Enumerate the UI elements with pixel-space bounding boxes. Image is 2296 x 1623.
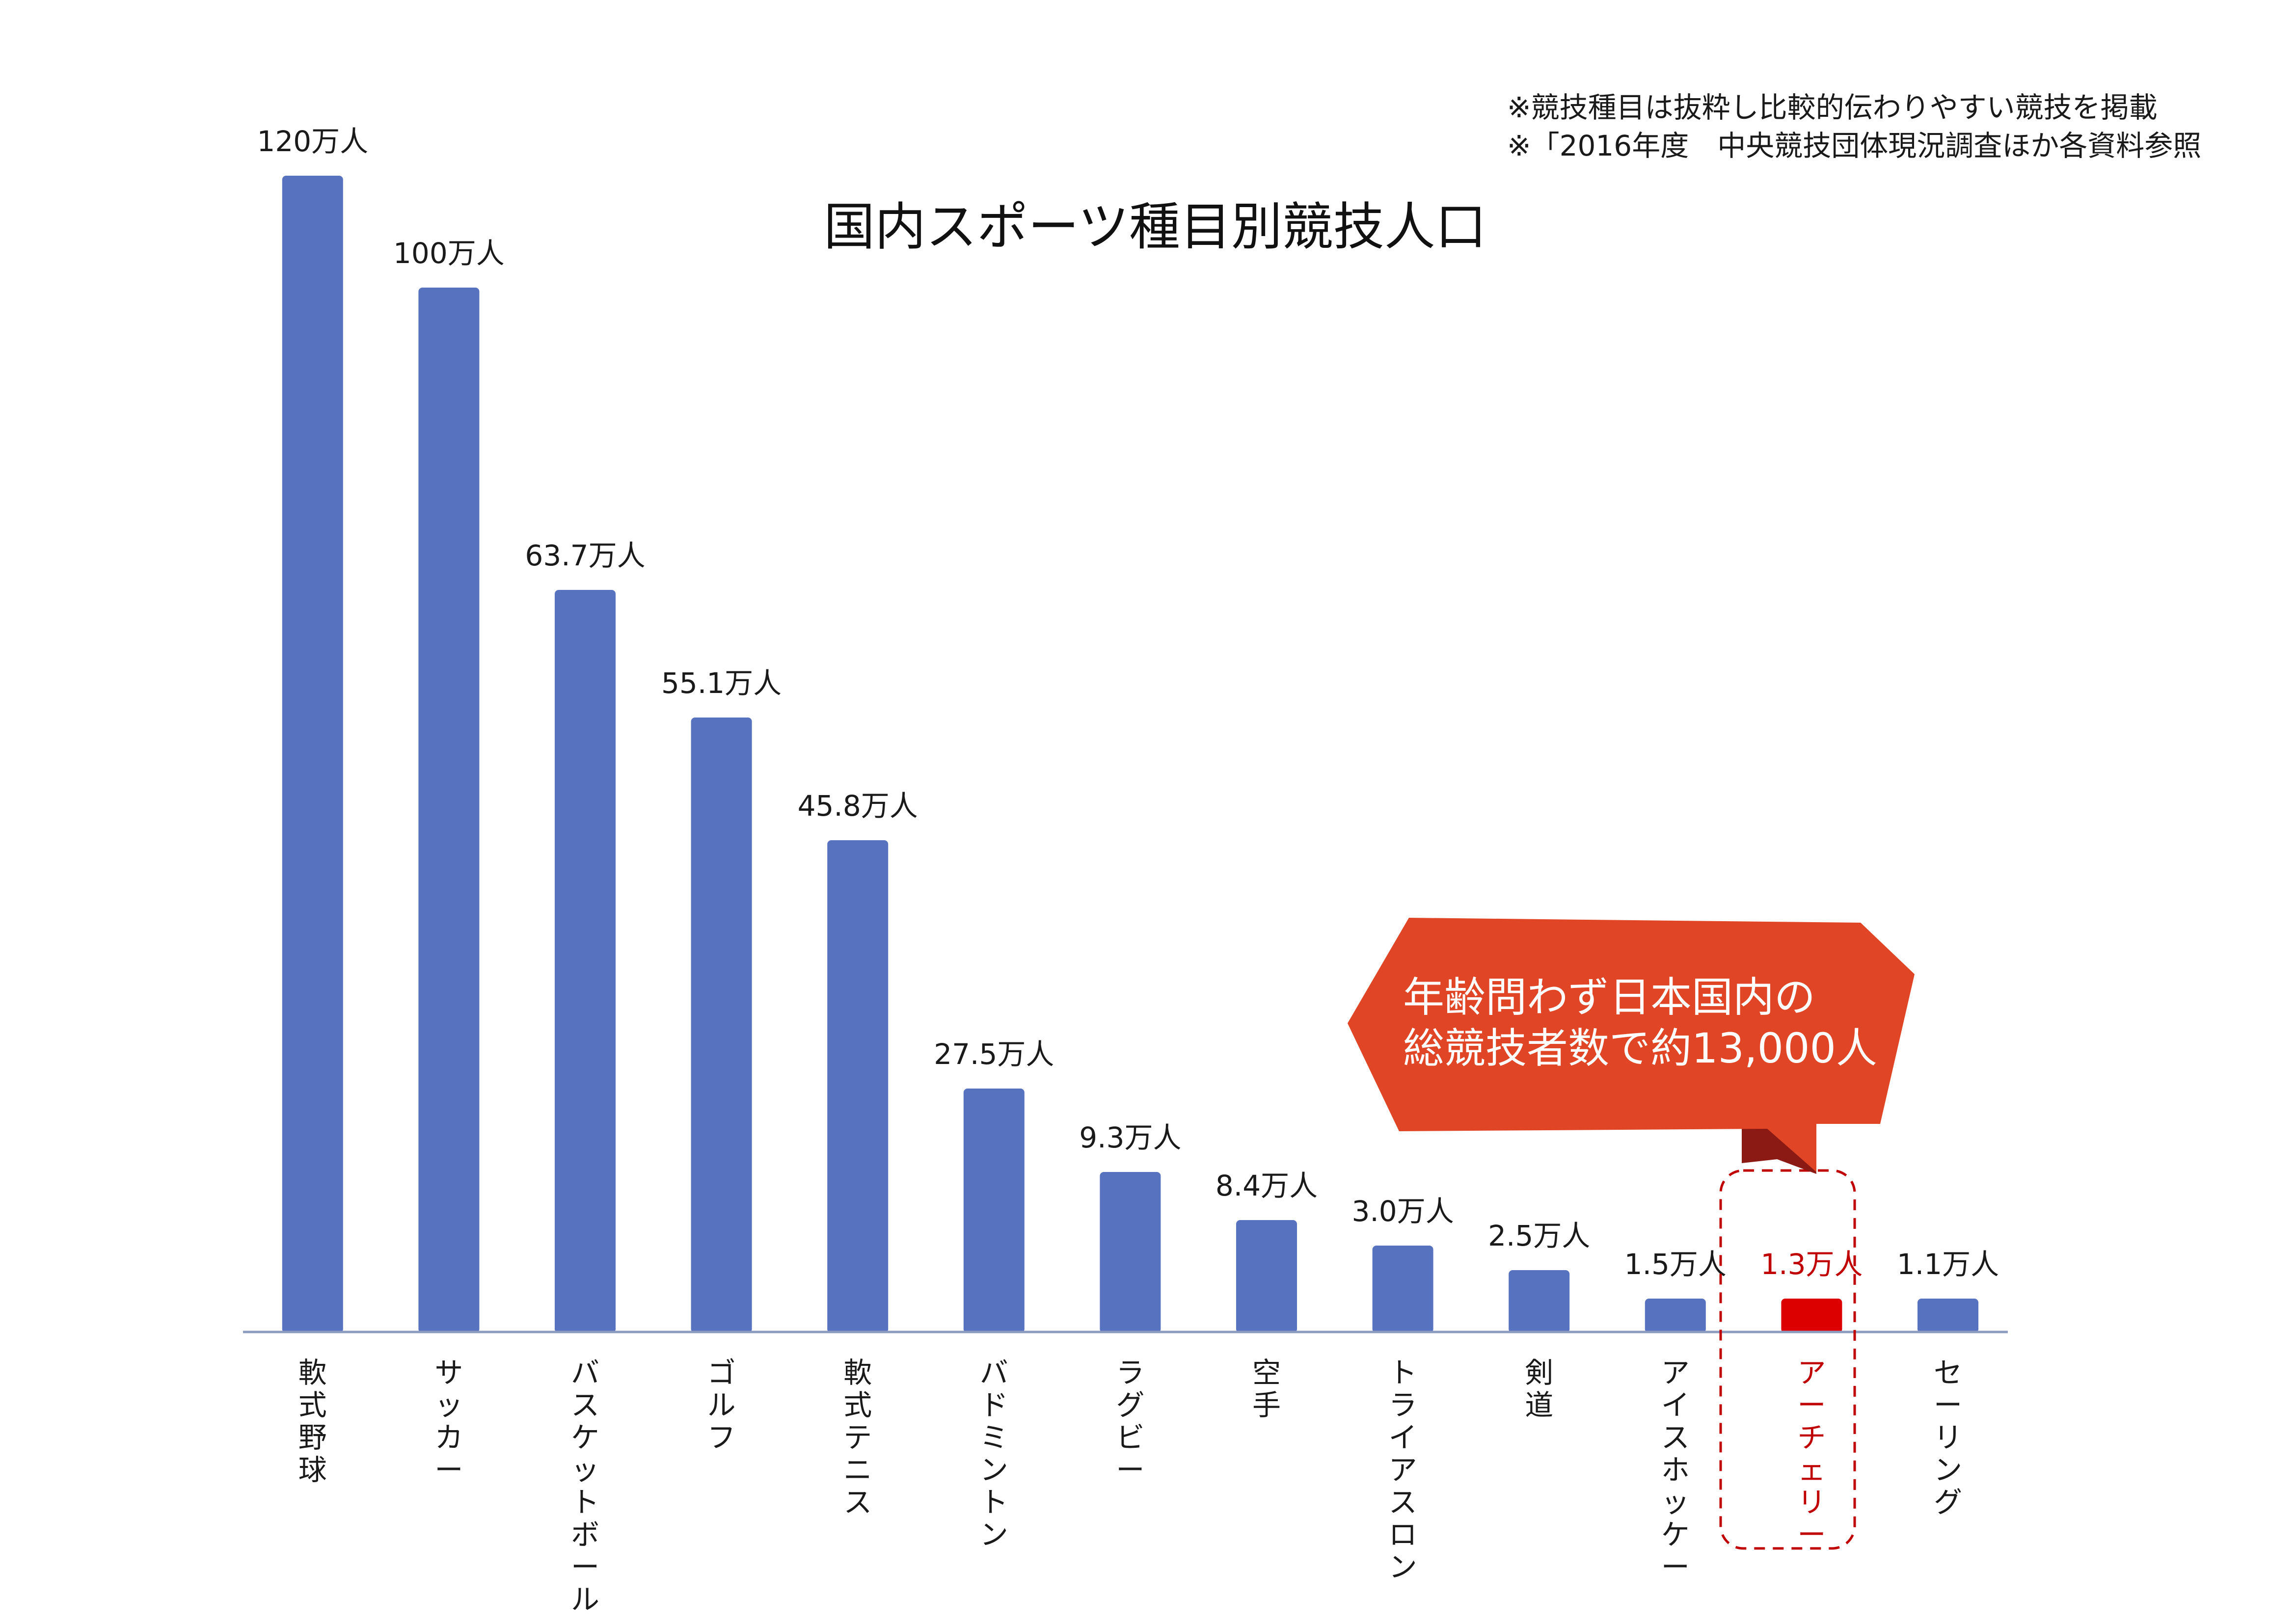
bar-value-label: 1.1万人 <box>1897 1248 1999 1281</box>
bar <box>1372 1246 1433 1333</box>
bar-value-label: 3.0万人 <box>1351 1195 1454 1228</box>
bar <box>1918 1299 1978 1333</box>
bar <box>827 840 889 1333</box>
bar-value-label: 63.7万人 <box>525 539 645 572</box>
bar <box>1100 1172 1161 1333</box>
callout-line-2: 総競技者数で約13,000人 <box>1403 1024 1877 1073</box>
category-label: ゴルフ <box>707 1356 736 1454</box>
bar-value-label: 9.3万人 <box>1079 1121 1181 1154</box>
bar-value-label: 1.3万人 <box>1760 1248 1863 1281</box>
bar-value-label: 8.4万人 <box>1216 1169 1318 1202</box>
callout-text: 年齢問わず日本国内の 総競技者数で約13,000人 <box>1403 972 1914 1074</box>
category-label: 軟式野球 <box>298 1356 327 1487</box>
highlight-frame <box>1719 1169 1856 1550</box>
bar-value-label: 1.5万人 <box>1624 1248 1727 1281</box>
category-label: 空手 <box>1252 1356 1281 1422</box>
bar-value-label: 2.5万人 <box>1488 1219 1590 1252</box>
bar <box>1236 1220 1297 1333</box>
category-label: サッカー <box>434 1356 463 1487</box>
bar <box>963 1089 1025 1333</box>
category-label: 剣道 <box>1525 1356 1553 1422</box>
category-label: トライアスロン <box>1389 1356 1417 1584</box>
category-label: アイスホッケー <box>1661 1356 1690 1584</box>
chart-title: 国内スポーツ種目別競技人口 <box>824 197 1486 257</box>
bar-value-label: 120万人 <box>257 125 368 158</box>
bar-value-label: 100万人 <box>393 237 505 270</box>
callout-line-1: 年齢問わず日本国内の <box>1403 973 1816 1021</box>
category-label: セーリング <box>1934 1356 1962 1519</box>
category-label: バドミントン <box>980 1356 1008 1551</box>
category-label: ラグビー <box>1116 1356 1144 1487</box>
bar-value-label: 27.5万人 <box>934 1038 1054 1071</box>
bar <box>282 176 343 1333</box>
callout-ribbon <box>1348 918 1915 1172</box>
bar <box>1645 1299 1706 1333</box>
category-label: 軟式テニス <box>843 1356 872 1519</box>
source-note-1: ※競技種目は抜粋し比較的伝わりやすい競技を掲載 <box>1507 91 2158 124</box>
bar <box>1509 1270 1570 1333</box>
category-label: バスケットボール <box>571 1356 599 1616</box>
bar-value-label: 45.8万人 <box>798 789 918 823</box>
category-label: アーチェリー <box>1797 1356 1826 1551</box>
bar-highlight <box>1781 1299 1842 1333</box>
bar <box>418 288 480 1333</box>
bar-value-label: 55.1万人 <box>661 666 782 700</box>
bar <box>555 590 616 1333</box>
bar <box>691 718 752 1333</box>
source-note-2: ※「2016年度 中央競技団体現況調査ほか各資料参照 <box>1507 129 2202 162</box>
